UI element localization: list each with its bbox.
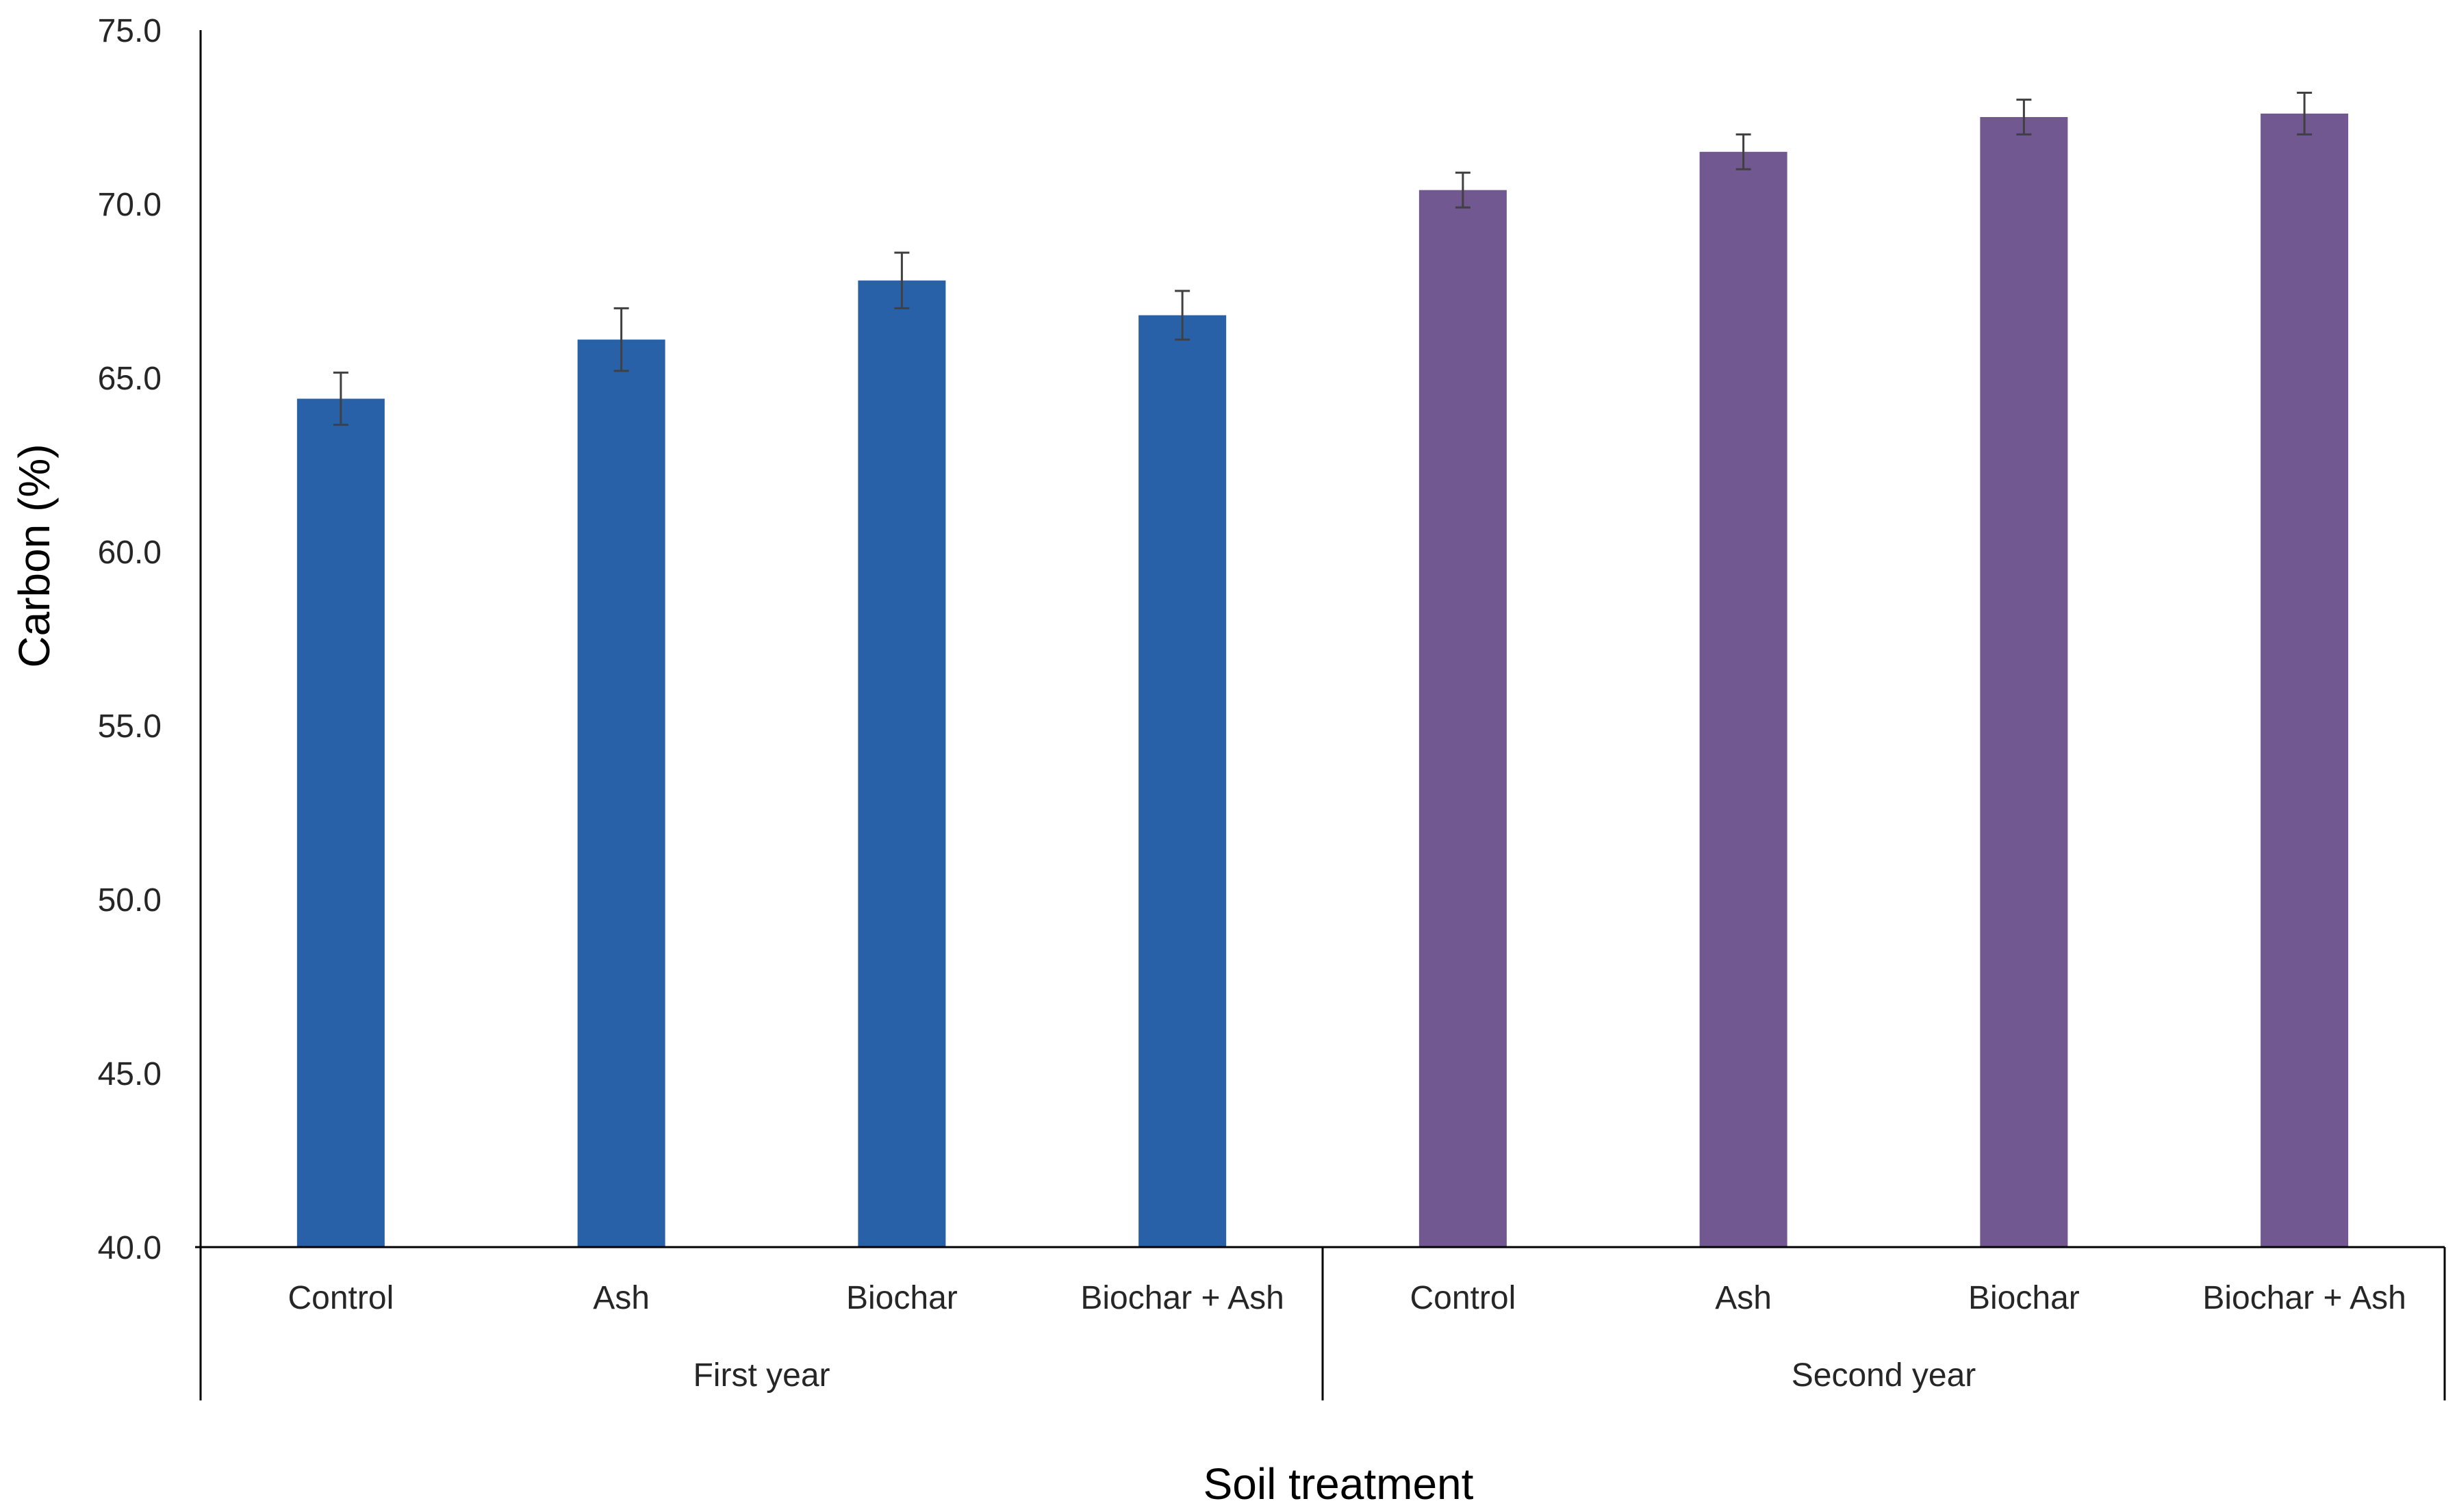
error-bar [1735, 133, 1751, 170]
axes [195, 30, 2446, 1400]
y-tick-label: 50.0 [98, 882, 162, 919]
category-label: Ash [1715, 1280, 1772, 1316]
bar-1-2 [577, 339, 665, 1247]
category-label: Control [288, 1280, 394, 1316]
error-bars [333, 91, 2313, 426]
y-axis-title: Carbon (%) [10, 444, 59, 667]
error-bar [333, 371, 348, 426]
bars [296, 113, 2349, 1248]
error-bar [2016, 99, 2032, 136]
y-tick-label: 45.0 [98, 1056, 162, 1092]
error-bar [2297, 91, 2313, 136]
bar-1-3 [858, 280, 946, 1247]
y-tick-label: 70.0 [98, 187, 162, 223]
category-label: Biochar + Ash [2202, 1280, 2406, 1316]
bar-1-4 [1138, 315, 1227, 1247]
y-tick-label: 55.0 [98, 708, 162, 745]
category-labels: Control Ash Biochar Biochar + Ash Control Ash… [288, 1280, 2406, 1316]
error-bar [1455, 171, 1471, 209]
x-axis-title: Soil treatment [1204, 1459, 1474, 1509]
bar-2-3 [1980, 117, 2068, 1247]
y-tick-label: 60.0 [98, 535, 162, 571]
error-bar [613, 307, 629, 372]
y-tick-label: 75.0 [98, 13, 162, 49]
category-label: Biochar [1968, 1280, 2080, 1316]
category-label: Control [1410, 1280, 1516, 1316]
bar-2-1 [1418, 190, 1507, 1248]
category-label: Biochar + Ash [1080, 1280, 1284, 1316]
error-bar [1175, 290, 1191, 341]
bar-1-1 [296, 398, 385, 1247]
y-tick-label: 40.0 [98, 1230, 162, 1266]
category-label: Ash [593, 1280, 650, 1316]
error-bar [894, 251, 910, 309]
y-axis-ticks: 40.0 45.0 50.0 55.0 60.0 65.0 70.0 75.0 [98, 13, 162, 1266]
group-label: Second year [1792, 1357, 1976, 1394]
category-label: Biochar [846, 1280, 958, 1316]
bar-2-2 [1699, 151, 1787, 1247]
bar-2-4 [2261, 113, 2349, 1247]
y-tick-label: 65.0 [98, 361, 162, 397]
group-labels: First year Second year [693, 1357, 1976, 1394]
group-label: First year [693, 1357, 830, 1394]
